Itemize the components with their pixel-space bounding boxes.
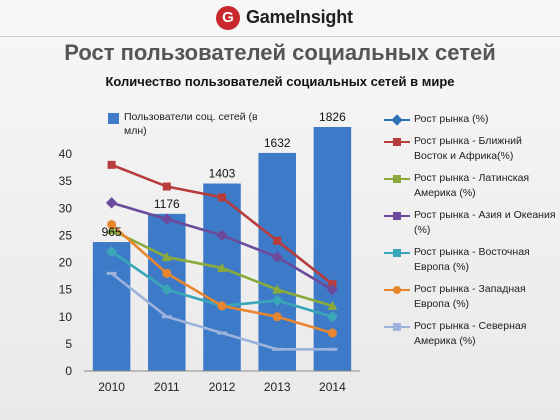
series-point [161, 283, 173, 296]
legend-item: Рост рынка - Азия и Океания (%) [384, 208, 556, 238]
series-point [161, 252, 172, 262]
series-point [272, 284, 283, 294]
slide-title: Рост пользователей социальных сетей [64, 40, 496, 65]
legend-item: Рост рынка - Северная Америка (%) [384, 319, 556, 349]
series-point [217, 331, 227, 335]
x-tick-label: 2014 [319, 380, 346, 394]
legend-item: Рост рынка (%) [384, 112, 556, 127]
series-point [218, 193, 226, 202]
y-tick-label: 0 [65, 364, 72, 378]
y-tick-label: 30 [59, 201, 73, 215]
legend-label: Рост рынка - Латинская Америка (%) [414, 172, 530, 199]
logo-text: GameInsight [246, 7, 353, 27]
legend-marker [393, 138, 401, 146]
legend-item: Рост рынка - Западная Европа (%) [384, 282, 556, 312]
x-tick-label: 2011 [154, 380, 180, 394]
series-point [327, 347, 338, 351]
bar-legend: Пользователи соц. сетей (в млн) [108, 110, 258, 138]
series-point [326, 283, 339, 296]
series-point [273, 236, 282, 245]
series-point [217, 301, 227, 311]
logo-mark: G [216, 6, 240, 30]
legend-marker [391, 114, 403, 126]
y-tick-label: 15 [59, 283, 73, 297]
series-point [106, 224, 117, 234]
series-point [272, 312, 282, 322]
bar-value-label: 965 [102, 225, 122, 239]
bar-legend-label: Пользователи соц. сетей (в млн) [124, 111, 258, 137]
series-point [105, 197, 118, 209]
legend-marker [393, 286, 401, 294]
bar-legend-swatch [108, 113, 119, 124]
legend-label: Рост рынка - Восточная Европа (%) [414, 246, 530, 273]
bar-value-label: 1176 [154, 197, 180, 211]
legend-label: Рост рынка - Западная Европа (%) [414, 283, 526, 310]
bar [203, 183, 241, 371]
legend-marker [393, 249, 401, 257]
header-divider [0, 36, 560, 37]
x-tick-label: 2012 [209, 380, 236, 394]
series-point [327, 300, 338, 310]
series-point [107, 220, 117, 230]
series-point [162, 182, 171, 191]
legend-marker [393, 175, 401, 183]
legend-item: Рост рынка - Латинская Америка (%) [384, 171, 556, 201]
y-tick-label: 10 [59, 310, 73, 324]
legend-item: Рост рынка - Ближний Восток и Африка(%) [384, 134, 556, 164]
legend-label: Рост рынка - Северная Америка (%) [414, 320, 527, 347]
bar [92, 242, 131, 371]
y-tick-label: 35 [59, 174, 73, 188]
y-tick-label: 25 [59, 228, 73, 242]
series-point [161, 315, 172, 319]
legend: Рост рынка (%) Рост рынка - Ближний Восто… [384, 112, 556, 356]
legend-marker [393, 212, 401, 220]
series-point [162, 268, 172, 278]
y-tick-label: 20 [59, 256, 73, 270]
series-point [326, 311, 339, 323]
legend-label: Рост рынка - Азия и Океания (%) [414, 209, 556, 236]
bar-value-label: 1632 [264, 136, 291, 150]
series-point [272, 347, 283, 351]
x-tick-label: 2013 [264, 380, 291, 394]
series-point [271, 294, 283, 307]
legend-marker [393, 323, 401, 331]
series-point [271, 251, 283, 263]
series-point [327, 328, 337, 338]
series-point [161, 213, 173, 225]
series-point [217, 262, 227, 272]
series-point [107, 160, 116, 169]
series-point [106, 271, 117, 275]
header: G GameInsight [0, 0, 560, 40]
legend-item: Рост рынка - Восточная Европа (%) [384, 245, 556, 275]
series-point [216, 229, 228, 242]
bar-value-label: 1826 [319, 110, 346, 124]
bar-value-label: 1403 [209, 167, 236, 181]
legend-label: Рост рынка - Ближний Восток и Африка(%) [414, 135, 522, 162]
chart-title: Количество пользователей социальных сете… [105, 74, 455, 89]
y-tick-label: 40 [59, 147, 73, 161]
x-tick-label: 2010 [98, 380, 125, 394]
legend-label: Рост рынка (%) [414, 113, 489, 125]
y-tick-label: 5 [65, 337, 72, 351]
